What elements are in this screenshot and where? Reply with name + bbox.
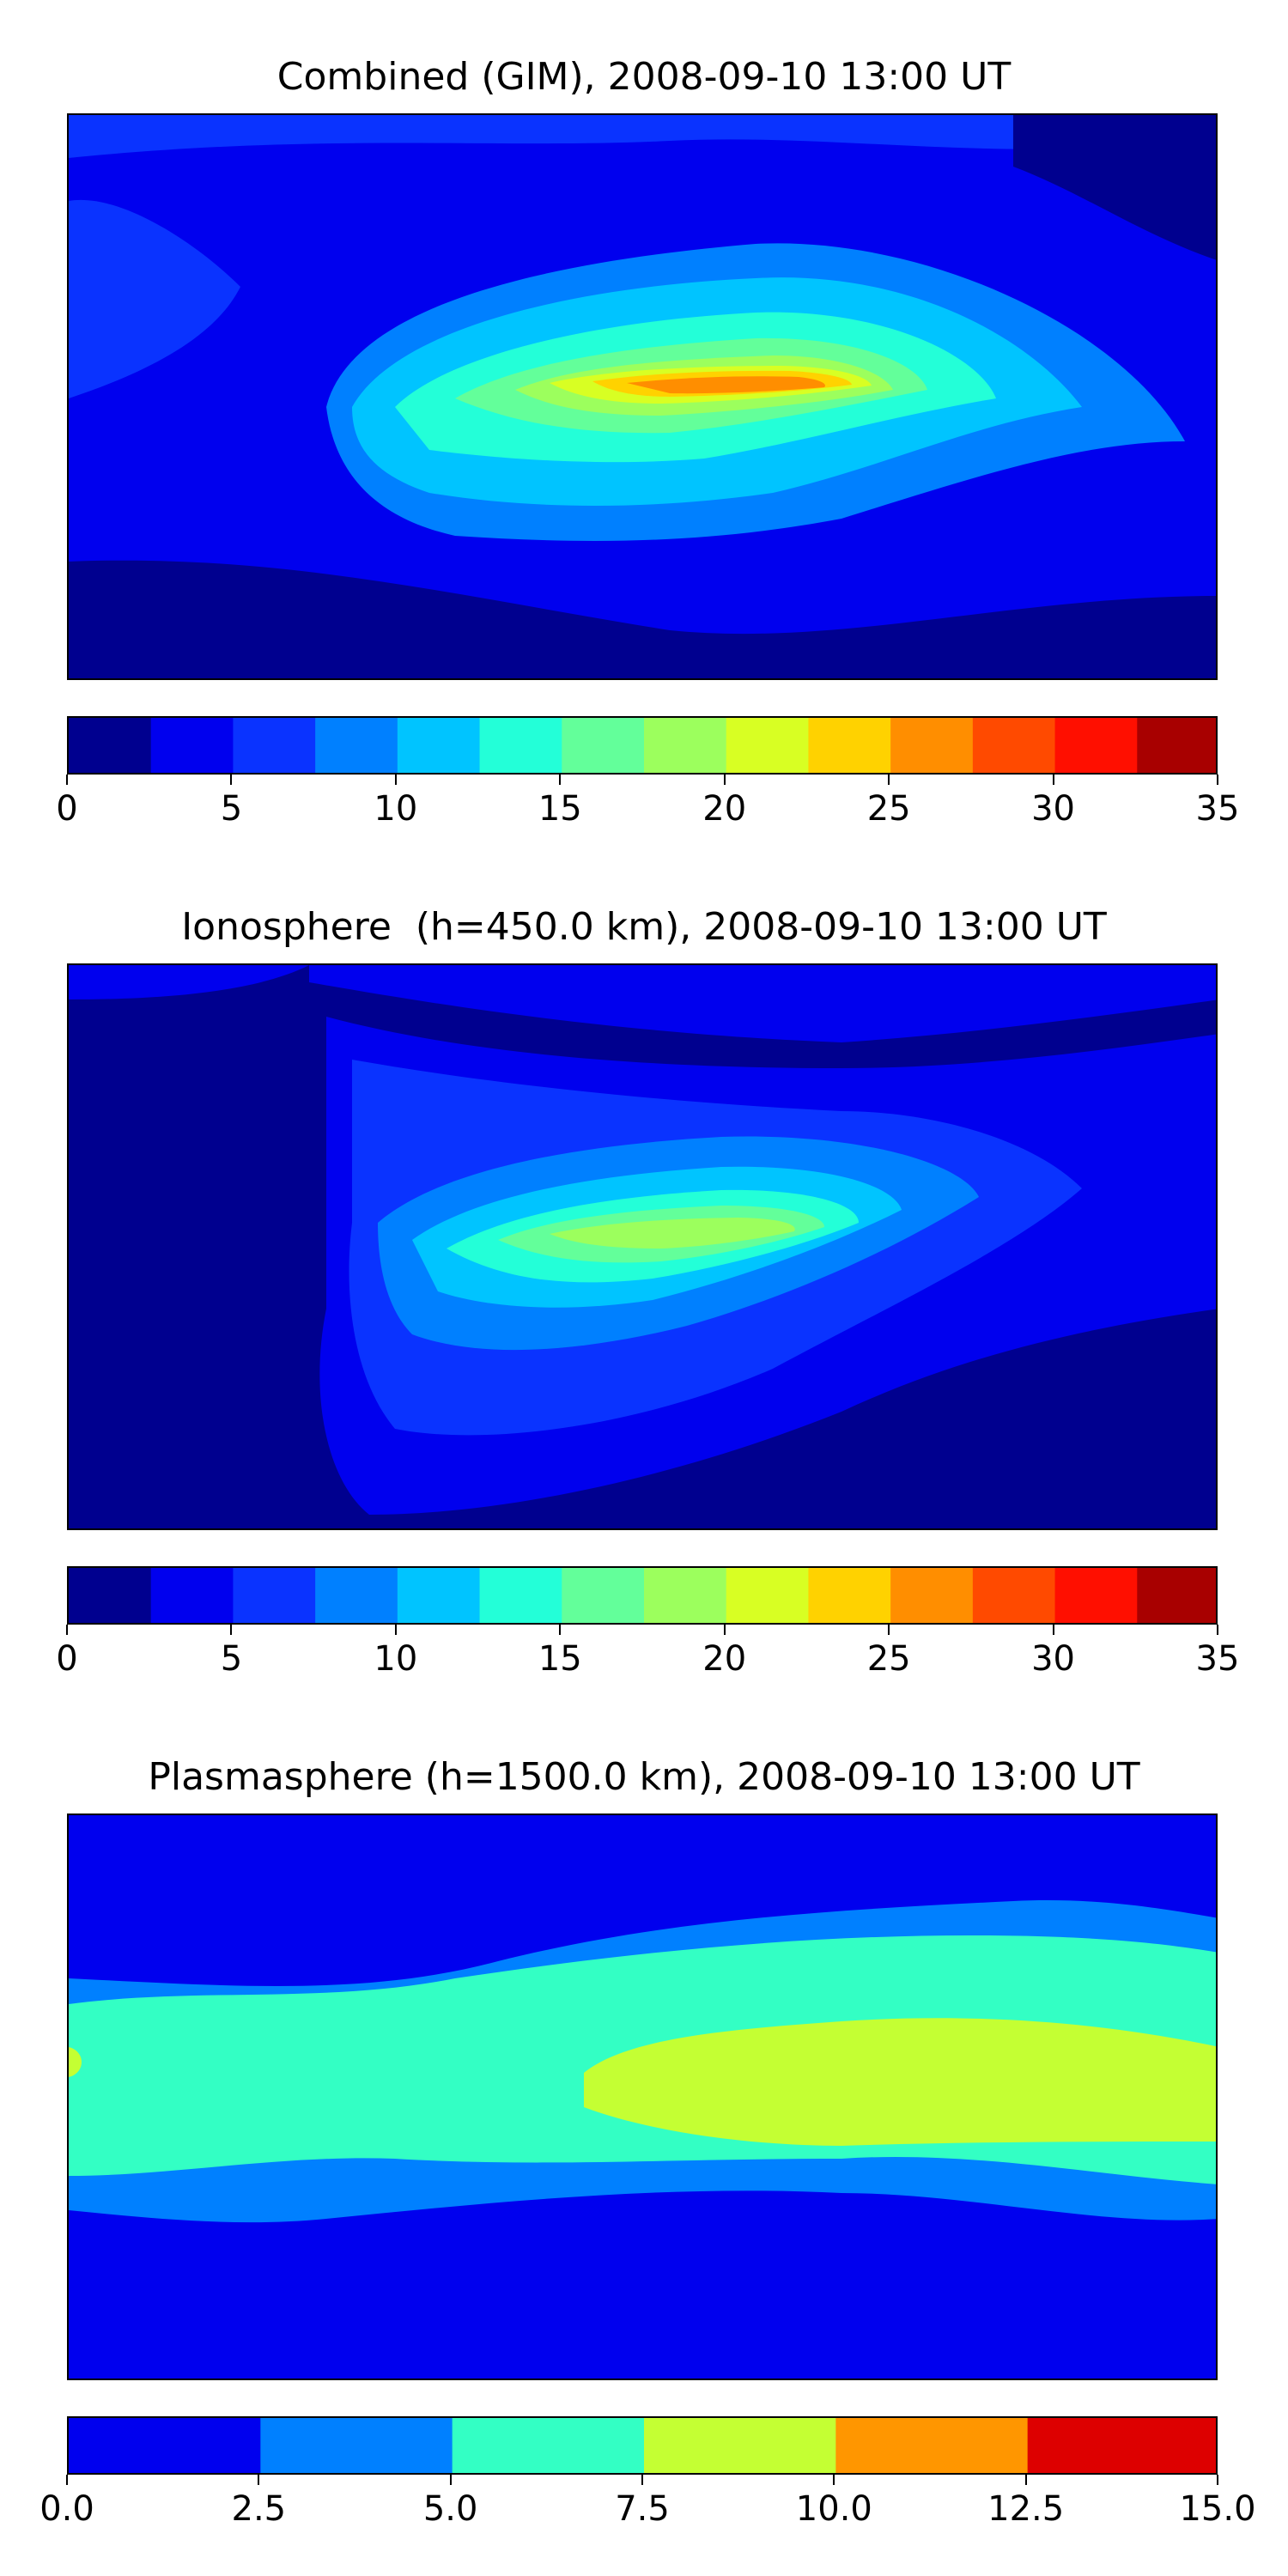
colorbar-tick-label: 35 — [1195, 1639, 1240, 1679]
colorbar-tick — [230, 775, 233, 785]
colorbar-tick — [230, 1625, 233, 1635]
colorbar-swatch — [1054, 718, 1138, 773]
tec-contour-field — [69, 115, 1216, 678]
colorbar-tick-label: 30 — [1031, 789, 1076, 829]
tec-map — [67, 963, 1218, 1530]
colorbar-tick — [1217, 2475, 1218, 2485]
colorbar-ticks: 0.0 2.5 5.0 7.5 10.0 12.5 15.0 — [39, 2475, 1256, 2529]
colorbar-swatch — [315, 718, 398, 773]
colorbar-tick-label: 0.0 — [39, 2489, 94, 2529]
colorbar-tick-label: 5.0 — [422, 2489, 478, 2529]
colorbar-tick — [1217, 1625, 1218, 1635]
colorbar-tick-label: 5 — [220, 789, 243, 829]
colorbar-tick — [394, 775, 397, 785]
chart-title: Combined (GIM), 2008-09-10 13:00 UT — [276, 55, 1012, 99]
colorbar-tick-label: 5 — [220, 1639, 243, 1679]
colorbar-tick-label: 30 — [1031, 1639, 1076, 1679]
colorbar — [67, 1566, 1218, 1625]
colorbar-swatch — [479, 1568, 562, 1623]
colorbar-ticks: 0 5 10 15 20 25 30 35 — [56, 775, 1239, 829]
colorbar-swatch — [150, 1568, 234, 1623]
colorbar-tick-label: 10 — [374, 1639, 418, 1679]
colorbar-swatch — [1137, 1568, 1216, 1623]
colorbar-swatch — [562, 1568, 645, 1623]
colorbar-swatch — [260, 2418, 453, 2473]
colorbar-tick — [559, 775, 562, 785]
colorbar-swatch — [835, 2418, 1029, 2473]
colorbar-tick — [833, 2475, 835, 2485]
colorbar — [67, 716, 1218, 775]
colorbar-swatches — [69, 1568, 1216, 1623]
colorbar-tick — [641, 2475, 643, 2485]
colorbar-tick-label: 20 — [702, 1639, 747, 1679]
chart-title: Plasmasphere (h=1500.0 km), 2008-09-10 1… — [148, 1755, 1140, 1799]
colorbar-swatch — [808, 718, 891, 773]
colorbar-tick — [723, 1625, 726, 1635]
colorbar-tick-label: 12.5 — [987, 2489, 1065, 2529]
colorbar-tick — [888, 775, 890, 785]
colorbar-tick — [394, 1625, 397, 1635]
chart-title: Ionosphere (h=450.0 km), 2008-09-10 13:0… — [181, 905, 1107, 949]
colorbar-tick — [66, 2475, 68, 2485]
colorbar-swatch — [69, 2418, 261, 2473]
colorbar-swatch — [890, 1568, 974, 1623]
colorbar-tick-label: 35 — [1195, 789, 1240, 829]
colorbar-tick — [1052, 775, 1054, 785]
colorbar-tick-label: 7.5 — [615, 2489, 670, 2529]
colorbar-tick-label: 20 — [702, 789, 747, 829]
colorbar-tick-label: 15.0 — [1179, 2489, 1256, 2529]
colorbar-swatch — [397, 718, 481, 773]
colorbar-tick — [258, 2475, 260, 2485]
colorbar-swatch — [479, 718, 562, 773]
tec-map — [67, 1814, 1218, 2380]
colorbar-swatch — [972, 1568, 1056, 1623]
colorbar-tick — [66, 1625, 68, 1635]
colorbar-swatch — [644, 1568, 727, 1623]
colorbar-swatch — [69, 718, 152, 773]
colorbar-swatch — [644, 718, 727, 773]
colorbar-swatch — [808, 1568, 891, 1623]
colorbar-tick-label: 25 — [866, 1639, 911, 1679]
tec-contour-field — [69, 965, 1216, 1528]
colorbar-swatch — [315, 1568, 398, 1623]
colorbar-tick-label: 10 — [374, 789, 418, 829]
colorbar-swatches — [69, 718, 1216, 773]
colorbar-swatch — [1027, 2418, 1216, 2473]
colorbar-tick-label: 2.5 — [231, 2489, 287, 2529]
colorbar-swatch — [1137, 718, 1216, 773]
colorbar-swatch — [644, 2418, 836, 2473]
colorbar-tick — [723, 775, 726, 785]
colorbar-swatch — [233, 718, 316, 773]
colorbar-swatch — [562, 718, 645, 773]
colorbar-ticks: 0 5 10 15 20 25 30 35 — [56, 1625, 1239, 1679]
colorbar-tick — [1024, 2475, 1027, 2485]
colorbar-tick-label: 10.0 — [795, 2489, 872, 2529]
colorbar-swatch — [1054, 1568, 1138, 1623]
colorbar-tick — [559, 1625, 562, 1635]
colorbar-swatch — [452, 2418, 645, 2473]
colorbar-tick-label: 15 — [538, 789, 582, 829]
colorbar-tick — [1052, 1625, 1054, 1635]
tec-contour-field — [69, 1815, 1216, 2379]
tec-map — [67, 113, 1218, 680]
colorbar-swatch — [150, 718, 234, 773]
colorbar-tick-label: 15 — [538, 1639, 582, 1679]
colorbar-tick-label: 0 — [56, 1639, 78, 1679]
colorbar-swatch — [726, 718, 809, 773]
colorbar-swatches — [69, 2418, 1216, 2473]
colorbar-swatch — [726, 1568, 809, 1623]
colorbar-swatch — [972, 718, 1056, 773]
colorbar-swatch — [890, 718, 974, 773]
colorbar-tick — [1217, 775, 1218, 785]
colorbar-swatch — [397, 1568, 481, 1623]
colorbar-tick — [888, 1625, 890, 1635]
colorbar-tick — [449, 2475, 452, 2485]
colorbar-tick-label: 0 — [56, 789, 78, 829]
colorbar-swatch — [233, 1568, 316, 1623]
colorbar — [67, 2416, 1218, 2475]
colorbar-tick — [66, 775, 68, 785]
colorbar-tick-label: 25 — [866, 789, 911, 829]
colorbar-swatch — [69, 1568, 152, 1623]
